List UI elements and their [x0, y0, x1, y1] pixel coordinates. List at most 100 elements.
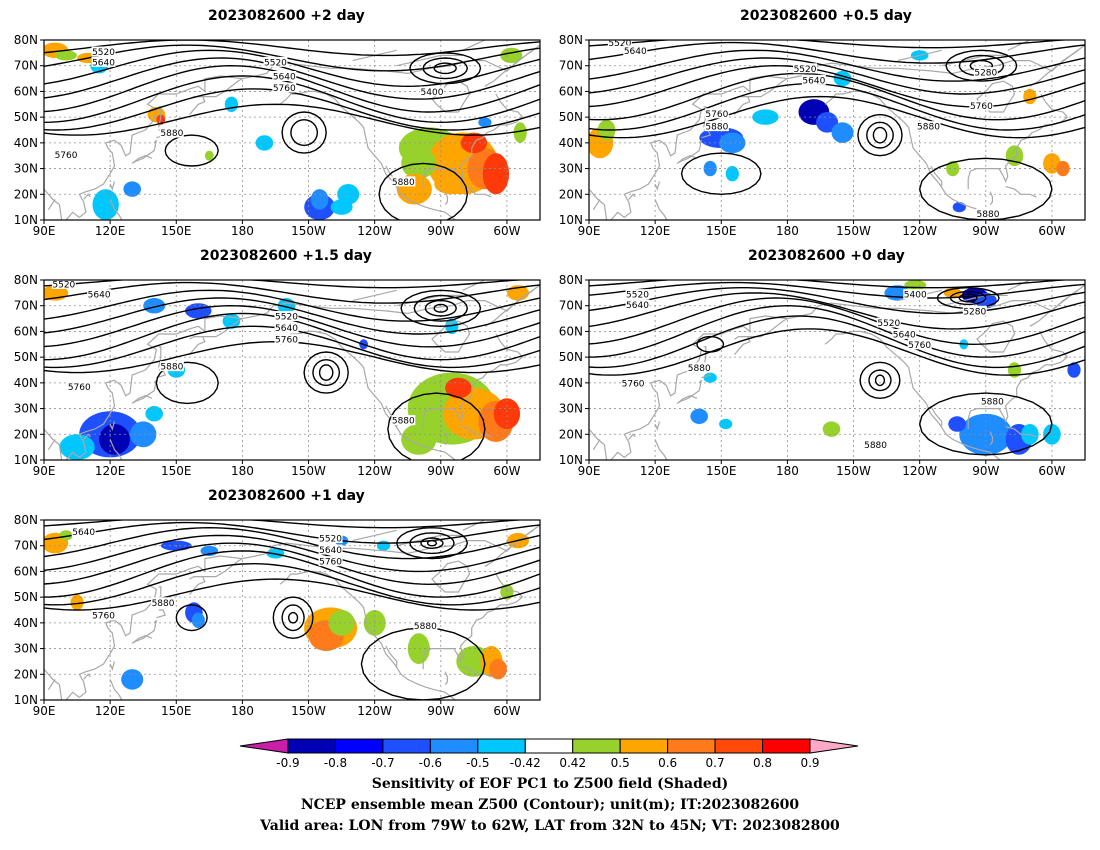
lon-label: 60W: [1038, 224, 1065, 238]
contour-label-bg: [151, 597, 176, 608]
z500-contour: [400, 289, 482, 328]
colorbar-swatch: [667, 738, 716, 754]
coastline: [422, 93, 524, 190]
coastline: [422, 333, 524, 430]
z500-contour: [918, 157, 1053, 220]
coastline: [824, 90, 1002, 220]
lon-label: 120W: [902, 224, 937, 238]
z500-contour: [589, 57, 1085, 95]
contour-label: 5640: [88, 291, 111, 301]
colorbar-tick-label: -0.42: [510, 756, 541, 770]
contour-label-bg: [793, 63, 818, 74]
shading-patch-cyan: [330, 199, 353, 215]
contour-label-bg: [272, 71, 297, 81]
z500-contour: [44, 57, 540, 100]
coastline: [967, 333, 1069, 430]
lon-label: 90W: [427, 464, 454, 478]
colorbar-swatch: [477, 738, 526, 754]
coastline: [83, 433, 91, 440]
z500-contour: [387, 392, 486, 460]
contour-label: 5880: [977, 210, 1000, 220]
lon-label: 150W: [291, 224, 326, 238]
coastline: [44, 428, 63, 460]
shading-patch-cyan: [719, 418, 733, 430]
z500-contour: [680, 152, 762, 196]
shading-patch-lightblue: [191, 612, 205, 628]
lat-label: 70N: [559, 59, 583, 73]
shading-patch-green: [513, 122, 527, 143]
z500-contour: [303, 351, 349, 394]
shading-patch-cyan: [145, 406, 163, 422]
shading-patch-orange: [70, 594, 84, 610]
z500-contour: [874, 374, 886, 387]
coastline: [109, 181, 116, 191]
contour-label-bg: [67, 381, 92, 392]
contour-label-bg: [274, 322, 299, 333]
lat-label: 20N: [14, 187, 38, 201]
z500-contour: [589, 72, 1085, 121]
contour-label: 5880: [917, 123, 940, 133]
contour-label: 5400: [421, 88, 444, 98]
z500-contour: [164, 134, 219, 167]
z500-contour: [175, 604, 208, 632]
z500-contour: [949, 290, 987, 306]
coastline: [444, 191, 448, 205]
coastline: [131, 619, 157, 644]
shading-patch-red: [482, 153, 510, 195]
contour-label-bg: [607, 40, 632, 48]
lat-label: 50N: [14, 350, 38, 364]
contour-label-bg: [391, 415, 416, 426]
contour-label-bg: [625, 299, 650, 310]
lat-label: 50N: [559, 350, 583, 364]
contour-label: 5880: [160, 129, 183, 139]
z500-contour: [589, 82, 1085, 131]
lon-label: 150W: [291, 464, 326, 478]
contour-label: 5880: [392, 417, 415, 427]
coastline: [65, 529, 534, 700]
colorbar-tick-label: 0.5: [611, 756, 630, 770]
contour-label: 5520: [626, 291, 649, 301]
coastline: [279, 330, 457, 460]
coastline: [444, 671, 448, 685]
lat-label: 20N: [14, 667, 38, 681]
lon-label: 60W: [493, 224, 520, 238]
lat-label: 60N: [14, 564, 38, 578]
coastline: [989, 191, 993, 205]
coastline: [422, 573, 524, 670]
lon-label: 90E: [578, 464, 601, 478]
map-frame: [588, 39, 1086, 221]
shading-patch-green: [55, 50, 77, 61]
coastline: [444, 431, 448, 445]
coastline: [941, 294, 1008, 307]
coastline: [1005, 426, 1037, 438]
lat-label: 70N: [14, 299, 38, 313]
contour-label: 5640: [802, 76, 825, 86]
z500-contour: [866, 121, 894, 149]
contour-label: 5760: [92, 612, 115, 622]
coastline: [654, 439, 668, 460]
coastline: [897, 49, 942, 62]
shading-patch-lightblue: [310, 189, 329, 210]
contour-label-bg: [419, 86, 444, 97]
shading-patch-green: [904, 280, 927, 291]
shading-patch-lightblue: [478, 117, 492, 128]
colorbar-swatch: [762, 738, 811, 754]
lat-label: 40N: [559, 136, 583, 150]
contour-label: 5760: [55, 151, 78, 161]
contour-label-bg: [91, 46, 116, 57]
contour-label-bg: [91, 610, 116, 621]
lon-label: 120W: [902, 464, 937, 478]
z500-contour: [155, 361, 219, 405]
coastline: [385, 645, 398, 667]
colorbar-swatch: [382, 738, 431, 754]
contour-label: 5640: [319, 546, 342, 556]
lon-label: 60W: [493, 704, 520, 718]
coastline: [989, 431, 993, 445]
contour-label: 5760: [970, 102, 993, 112]
contour-label: 5640: [275, 324, 298, 334]
panel-title-p4: 2023082600 +0 day: [748, 248, 905, 264]
contour-label: 5520: [319, 535, 342, 545]
coastline: [592, 199, 601, 211]
lon-label: 90W: [972, 224, 999, 238]
